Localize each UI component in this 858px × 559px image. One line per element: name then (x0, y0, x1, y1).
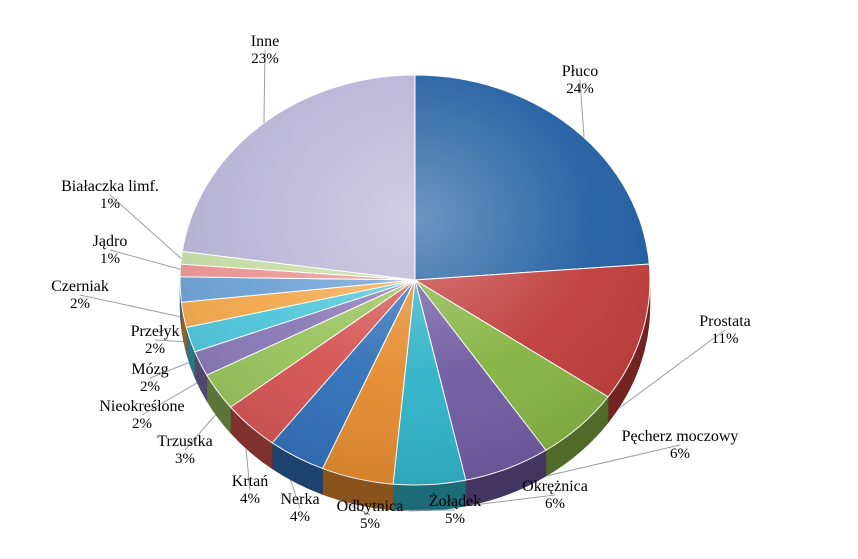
slice-label-pct: 11% (699, 331, 751, 348)
slice-label-pct: 1% (93, 251, 128, 268)
slice-label-pct: 3% (157, 451, 212, 468)
slice-label-name: Prostata (699, 313, 751, 331)
slice-label-pct: 2% (51, 296, 109, 313)
slice-label-pct: 6% (522, 496, 588, 513)
pie-chart-svg (0, 0, 858, 559)
slice-label-name: Przełyk (131, 323, 180, 341)
slice-label-pct: 4% (232, 491, 268, 508)
slice-label-name: Pęcherz moczowy (622, 428, 739, 446)
slice-label: Inne23% (251, 33, 279, 67)
slice-label: Czerniak2% (51, 278, 109, 312)
slice-label-name: Nerka (280, 491, 319, 509)
slice-label-pct: 6% (622, 446, 739, 463)
slice-label-name: Inne (251, 33, 279, 51)
slice-label-name: Okrężnica (522, 478, 588, 496)
slice-label: Białaczka limf.1% (61, 178, 159, 212)
slice-label-pct: 23% (251, 51, 279, 68)
slice-label-name: Płuco (562, 63, 598, 81)
slice-label: Płuco24% (562, 63, 598, 97)
slice-label-name: Nieokreślone (99, 398, 184, 416)
slice-label: Żołądek5% (429, 493, 481, 527)
slice-label-pct: 4% (280, 509, 319, 526)
slice-label-pct: 5% (337, 516, 404, 533)
slice-label-pct: 2% (131, 341, 180, 358)
slice-label: Prostata11% (699, 313, 751, 347)
slice-label-pct: 2% (99, 416, 184, 433)
slice-label-name: Mózg (131, 361, 168, 379)
pie-chart-stage: Płuco24%Prostata11%Pęcherz moczowy6%Okrę… (0, 0, 858, 559)
slice-label-name: Odbytnica (337, 498, 404, 516)
slice-label-name: Białaczka limf. (61, 178, 159, 196)
slice-label-name: Czerniak (51, 278, 109, 296)
slice-label-pct: 2% (131, 379, 168, 396)
slice-label: Trzustka3% (157, 433, 212, 467)
slice-label: Krtań4% (232, 473, 268, 507)
slice-label-pct: 1% (61, 196, 159, 213)
slice-label: Mózg2% (131, 361, 168, 395)
slice-label-name: Jądro (93, 233, 128, 251)
slice-label-name: Krtań (232, 473, 268, 491)
slice-label: Okrężnica6% (522, 478, 588, 512)
slice-label-name: Trzustka (157, 433, 212, 451)
slice-label: Pęcherz moczowy6% (622, 428, 739, 462)
slice-label: Nieokreślone2% (99, 398, 184, 432)
slice-label-pct: 5% (429, 511, 481, 528)
slice-label: Odbytnica5% (337, 498, 404, 532)
slice-label: Nerka4% (280, 491, 319, 525)
slice-label: Przełyk2% (131, 323, 180, 357)
slice-label-name: Żołądek (429, 493, 481, 511)
slice-label-pct: 24% (562, 81, 598, 98)
slice-label: Jądro1% (93, 233, 128, 267)
